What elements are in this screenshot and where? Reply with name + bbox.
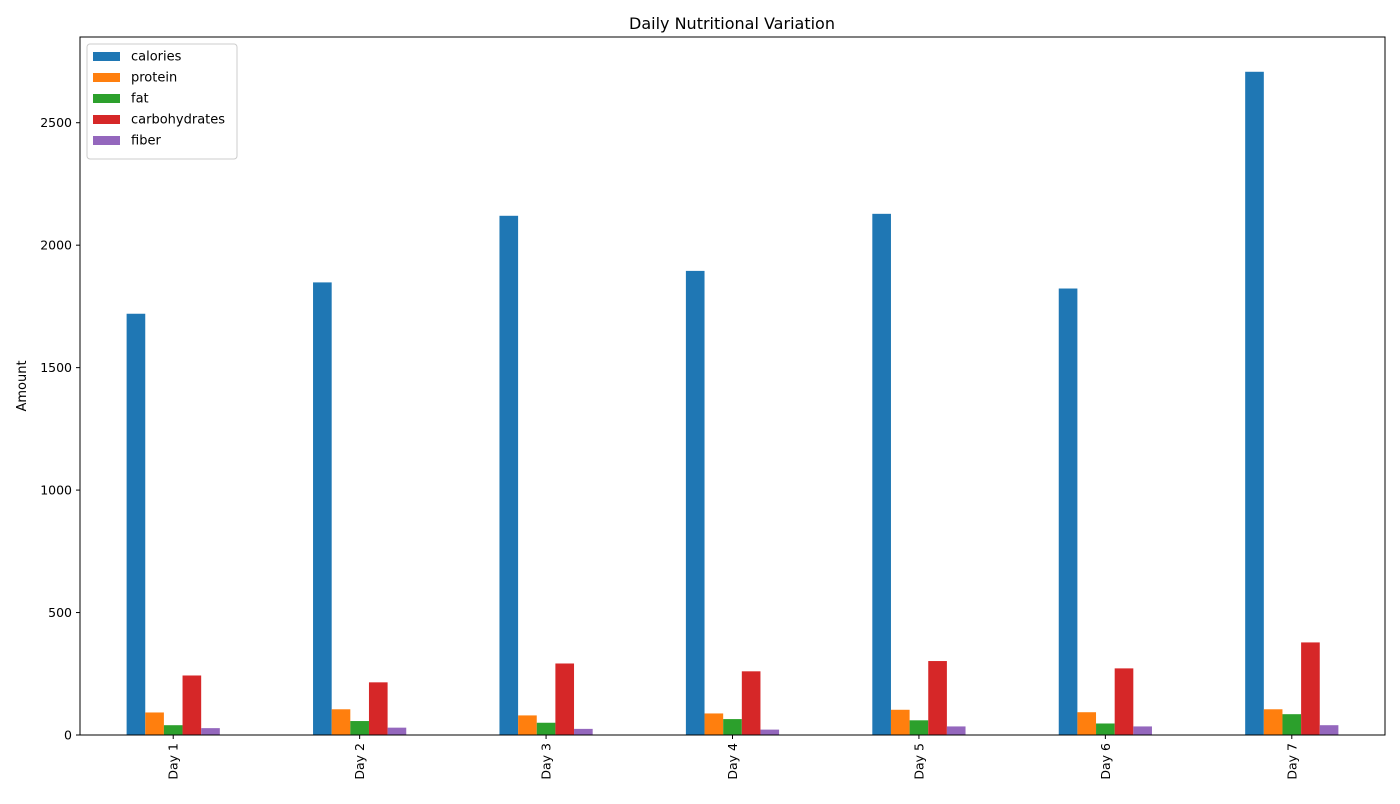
x-tick-label: Day 3 [539, 743, 554, 780]
bar-carbohydrates-day-4 [741, 671, 761, 735]
bar-fiber-day-3 [574, 728, 593, 735]
bar-calories-day-3 [499, 215, 519, 736]
y-tick-label: 1500 [40, 360, 72, 375]
bar-carbohydrates-day-3 [555, 663, 575, 735]
bar-fiber-day-7 [1319, 725, 1339, 735]
x-tick-label: Day 2 [352, 743, 367, 780]
legend: calories protein fat carbohydrates fiber [86, 43, 238, 160]
y-axis: 0 500 1000 1500 2000 2500 [40, 115, 80, 743]
legend-label-fiber: fiber [131, 134, 161, 149]
y-tick-label: 1000 [40, 483, 72, 498]
bar-fat-day-6 [1096, 723, 1115, 735]
x-tick-label: Day 5 [911, 743, 926, 780]
x-tick-label: Day 4 [725, 743, 740, 780]
bar-fat-day-2 [350, 721, 369, 735]
bar-protein-day-7 [1263, 709, 1283, 735]
chart-title: Daily Nutritional Variation [629, 14, 835, 33]
bar-carbohydrates-day-5 [928, 661, 947, 735]
bar-fat-day-1 [163, 725, 183, 735]
y-tick-label: 0 [64, 728, 72, 743]
bar-fiber-day-5 [946, 726, 966, 735]
bar-carbohydrates-day-1 [182, 675, 202, 735]
y-tick-label: 2500 [40, 115, 72, 130]
bar-calories-day-2 [313, 282, 332, 735]
x-tick-label: Day 7 [1284, 743, 1299, 780]
bar-calories-day-4 [685, 270, 705, 735]
bar-fat-day-7 [1282, 714, 1302, 735]
bar-calories-day-5 [872, 213, 891, 735]
y-tick-label: 2000 [40, 238, 72, 253]
bar-protein-day-6 [1077, 712, 1097, 735]
bar-protein-day-5 [890, 709, 910, 735]
bar-protein-day-3 [518, 715, 537, 735]
bars-layer [126, 71, 1339, 736]
bar-fiber-day-1 [201, 728, 220, 735]
x-tick-label: Day 6 [1098, 743, 1113, 780]
bar-calories-day-1 [126, 313, 146, 735]
legend-swatch-protein [93, 73, 120, 82]
x-axis: Day 1 Day 2 Day 3 Day 4 Day 5 Day 6 Day 7 [166, 735, 1299, 780]
y-axis-title: Amount [15, 360, 30, 411]
legend-label-fat: fat [131, 92, 149, 107]
bar-calories-day-7 [1245, 71, 1264, 735]
bar-fat-day-5 [909, 720, 929, 735]
bar-carbohydrates-day-7 [1301, 642, 1320, 735]
bar-fat-day-4 [723, 719, 742, 735]
bar-carbohydrates-day-2 [368, 682, 388, 735]
legend-swatch-calories [93, 52, 120, 61]
legend-swatch-carbohydrates [93, 115, 120, 124]
plot-frame [79, 36, 1386, 736]
bar-calories-day-6 [1058, 288, 1078, 735]
bar-fiber-day-2 [387, 727, 407, 735]
bar-fat-day-3 [536, 722, 556, 735]
y-tick-label: 500 [48, 605, 72, 620]
bar-protein-day-2 [331, 709, 351, 735]
bar-fiber-day-6 [1133, 726, 1152, 735]
legend-label-carbohydrates: carbohydrates [131, 113, 225, 128]
legend-swatch-fiber [93, 136, 120, 145]
bar-protein-day-1 [145, 712, 164, 735]
bar-carbohydrates-day-6 [1114, 668, 1134, 735]
x-tick-label: Day 1 [166, 743, 181, 780]
bar-fiber-day-4 [760, 729, 780, 735]
bar-protein-day-4 [704, 713, 724, 735]
legend-label-calories: calories [131, 50, 182, 65]
legend-box [86, 43, 238, 160]
legend-label-protein: protein [131, 71, 177, 86]
legend-swatch-fat [93, 94, 120, 103]
